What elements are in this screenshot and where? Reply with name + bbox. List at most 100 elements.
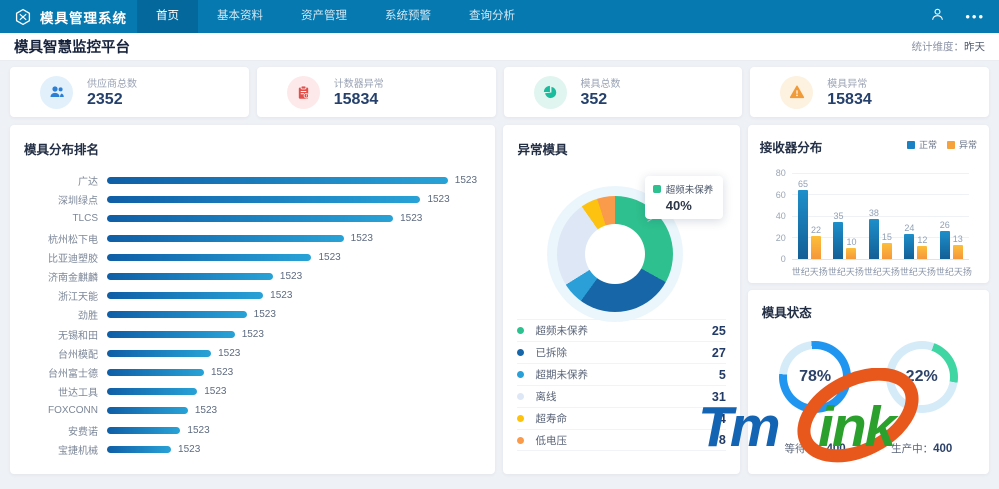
ranking-category-label: 广达 <box>78 177 98 189</box>
ranking-bar-value: 1523 <box>279 271 303 283</box>
ranking-row: 广达 1523 <box>24 171 481 190</box>
donut-legend-row: 离线 31 <box>517 385 726 407</box>
ranking-bar <box>107 215 394 223</box>
receiver-bar-group: 24 12 <box>898 174 933 259</box>
receiver-x-axis: 世纪天扬 世纪天扬 世纪天扬 世纪天扬 世纪天扬 <box>791 265 972 278</box>
ranking-bar <box>107 196 421 204</box>
donut-chart-area: 超频未保养 40% <box>517 158 725 338</box>
legend-dot-icon <box>517 436 525 444</box>
people-icon <box>40 75 73 109</box>
receiver-bar-value: 35 <box>833 210 844 221</box>
user-icon[interactable] <box>930 7 945 27</box>
ranking-category-label: 无锡和田 <box>58 330 98 342</box>
receiver-bar-value: 26 <box>939 220 950 231</box>
nav-item-4[interactable]: 查询分析 <box>469 10 515 22</box>
ranking-bar <box>107 273 273 281</box>
receiver-panel-title: 接收器分布 <box>759 141 823 155</box>
donut-legend-value: 4 <box>718 411 726 426</box>
tooltip-label: 超频未保养 <box>665 185 714 196</box>
panel-mold-ranking: 模具分布排名 广达 1523 深圳绿点 1523 TLCS 1523 杭州松下电 1523 比亚… <box>10 125 496 474</box>
receiver-bar <box>868 218 879 259</box>
ranking-bar <box>107 368 204 376</box>
page-title: 模具智慧监控平台 <box>14 40 130 56</box>
ranking-bar-track: 1523 <box>107 252 481 263</box>
ranking-bar-track: 1523 <box>107 271 481 282</box>
top-navbar: 模具管理系统 首页 基本资料 资产管理 系统预警 查询分析 ••• <box>0 0 999 33</box>
tooltip-color-swatch <box>652 185 661 193</box>
ranking-bar-track: 1523 <box>107 348 481 359</box>
receiver-x-tick: 世纪天扬 <box>827 267 864 277</box>
ranking-bar-track: 1523 <box>107 194 481 205</box>
stat-dimension: 统计维度：昨天 <box>912 39 986 54</box>
ranking-bar-value: 1523 <box>253 309 276 321</box>
panel-receiver-distribution: 接收器分布 正常 异常 65 22 35 10 38 15 24 12 26 13 0 20 40 60 8… <box>747 125 989 283</box>
receiver-bar-group: 26 13 <box>934 174 969 259</box>
receiver-bar-value: 15 <box>881 232 892 243</box>
ranking-category-label: 世达工具 <box>58 388 98 400</box>
nav-item-3[interactable]: 系统预警 <box>385 10 431 22</box>
gauge-percent-value: 78% <box>799 368 832 385</box>
ranking-bar-chart: 广达 1523 深圳绿点 1523 TLCS 1523 杭州松下电 1523 比亚迪塑胶 1523… <box>24 171 481 459</box>
receiver-x-tick: 世纪天扬 <box>791 267 828 277</box>
ranking-row: 无锡和田 1523 <box>24 325 481 344</box>
stat-card-text: 模具总数 352 <box>581 75 621 109</box>
gauge-ring-0: 78% <box>779 341 852 413</box>
donut-legend-label: 超期未保养 <box>535 369 588 381</box>
receiver-bar-value: 24 <box>904 222 915 233</box>
panel-abnormal-molds: 异常模具 超频未保养 40% 超频未保养 25 已拆除 27 超期未保养 5 离线 31 超寿命… <box>503 125 740 474</box>
stat-card-value: 2352 <box>87 91 123 108</box>
legend-dot-icon <box>517 327 525 334</box>
donut-legend-value: 5 <box>718 367 726 382</box>
legend-square-icon <box>906 140 915 149</box>
ranking-category-label: 劲胜 <box>78 311 98 323</box>
receiver-bar-value: 65 <box>798 178 809 189</box>
ranking-row: FOXCONN 1523 <box>24 401 481 420</box>
receiver-legend-item: 异常 <box>946 138 977 151</box>
ranking-bar-value: 1523 <box>218 347 241 359</box>
stat-card-label: 计数器异常 <box>333 79 384 90</box>
receiver-y-tick: 0 <box>780 254 786 264</box>
receiver-bar-column: 12 <box>917 174 927 259</box>
ranking-bar-track: 1523 <box>107 290 481 301</box>
receiver-x-tick: 世纪天扬 <box>935 267 972 277</box>
ranking-bar-value: 1523 <box>400 213 423 225</box>
stat-card-0: 供应商总数 2352 <box>10 67 249 117</box>
panel-mold-status: 模具状态 78% 22% 等待中：400 生产中：400 <box>747 290 989 474</box>
ranking-row: 比亚迪塑胶 1523 <box>24 248 481 267</box>
receiver-bar-column: 10 <box>846 174 856 259</box>
receiver-bar-column: 35 <box>833 174 843 259</box>
stat-card-text: 供应商总数 2352 <box>87 75 137 109</box>
ranking-row: 宝捷机械 1523 <box>24 440 481 459</box>
tooltip-value: 40% <box>665 198 692 213</box>
receiver-bar-value: 13 <box>952 234 963 245</box>
receiver-bar-column: 13 <box>952 174 963 259</box>
ranking-category-label: 台州富士德 <box>48 368 98 380</box>
legend-square-icon <box>946 140 955 149</box>
main-menu: 首页 基本资料 资产管理 系统预警 查询分析 <box>137 0 534 33</box>
ranking-bar-track: 1523 <box>107 213 481 224</box>
receiver-bar <box>833 221 844 259</box>
more-ellipsis-icon[interactable]: ••• <box>965 8 985 24</box>
stat-card-3: 模具异常 15834 <box>750 67 989 117</box>
receiver-bar <box>952 245 963 259</box>
stat-card-text: 计数器异常 15834 <box>334 75 384 109</box>
ranking-bar-value: 1523 <box>178 443 201 455</box>
receiver-bar-column: 26 <box>939 174 950 259</box>
ranking-bar <box>107 407 188 415</box>
stat-card-value: 15834 <box>827 91 872 108</box>
stat-dimension-value[interactable]: 昨天 <box>964 41 985 53</box>
receiver-bar <box>939 231 950 259</box>
nav-item-2[interactable]: 资产管理 <box>301 10 347 22</box>
receiver-bar-column: 22 <box>811 174 821 259</box>
stat-card-2: 模具总数 352 <box>503 67 743 117</box>
ranking-bar-value: 1523 <box>270 290 293 302</box>
nav-item-1[interactable]: 基本资料 <box>217 10 263 22</box>
gauge-caption: 等待中：400 <box>784 443 846 455</box>
pie-icon <box>533 75 567 109</box>
receiver-legend-label: 异常 <box>958 140 977 150</box>
right-column: 接收器分布 正常 异常 65 22 35 10 38 15 24 12 26 13 0 20 40 60 8… <box>747 125 989 474</box>
nav-item-0[interactable]: 首页 <box>137 0 198 33</box>
receiver-gridline <box>791 194 969 196</box>
ranking-bar <box>107 349 212 357</box>
ranking-bar-value: 1523 <box>187 424 210 436</box>
